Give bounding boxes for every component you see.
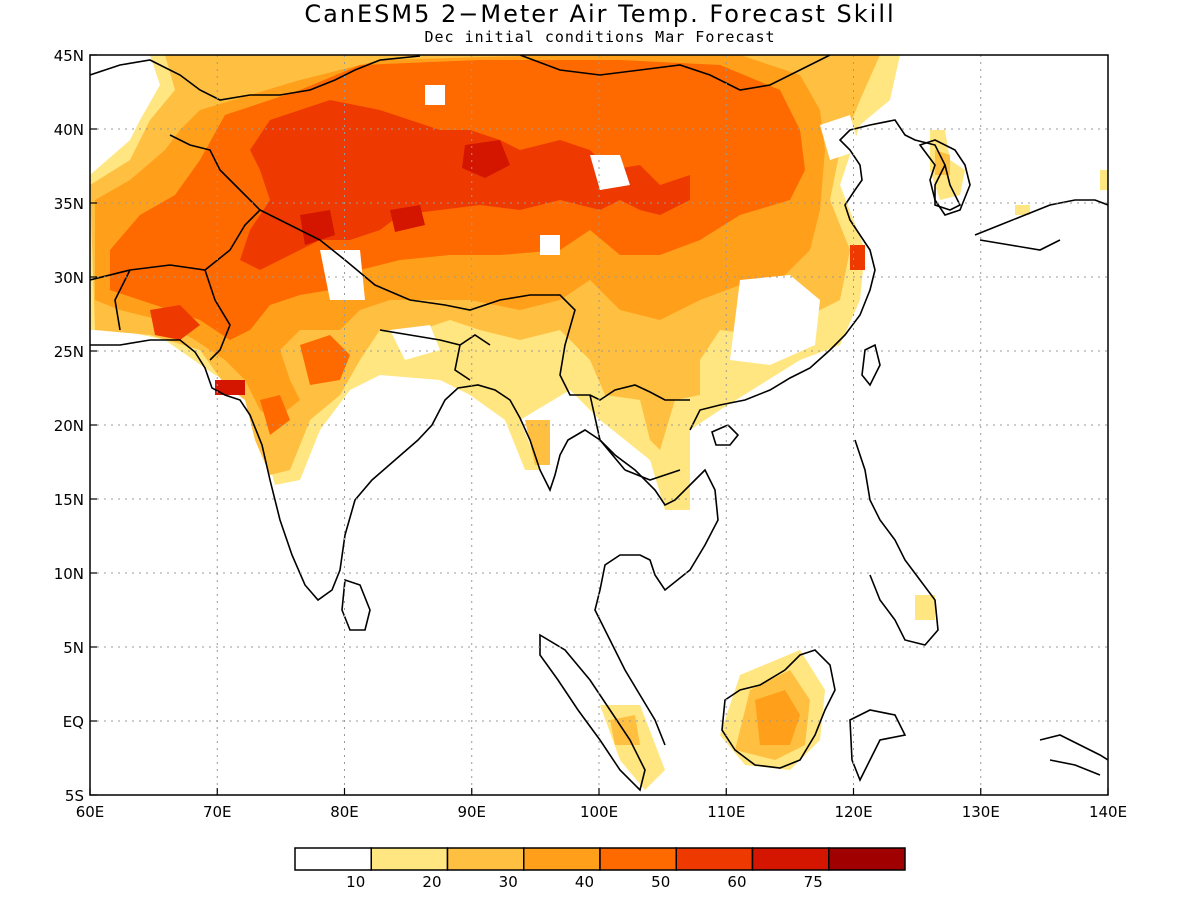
border-line bbox=[90, 55, 831, 101]
coastline-china bbox=[689, 119, 962, 431]
colorbar-swatch bbox=[294, 847, 372, 871]
lon-tick-label: 110E bbox=[707, 803, 745, 821]
skill-gap bbox=[540, 235, 560, 255]
skill-field-level6 bbox=[300, 210, 335, 245]
coastline-new-guinea bbox=[1039, 734, 1108, 776]
colorbar-swatch bbox=[675, 847, 754, 871]
chart-subtitle: Dec initial conditions Mar Forecast bbox=[424, 28, 776, 46]
coastline-korea bbox=[918, 139, 971, 216]
lon-tick-label: 100E bbox=[580, 803, 618, 821]
skill-shading bbox=[90, 55, 1108, 790]
lat-tick-label: 20N bbox=[54, 417, 84, 435]
colorbar-swatch bbox=[599, 847, 677, 871]
skill-gap bbox=[320, 250, 365, 300]
lon-tick-label: 130E bbox=[962, 803, 1000, 821]
coastline-borneo bbox=[721, 649, 836, 769]
graticule bbox=[90, 55, 1108, 795]
border-line bbox=[90, 134, 690, 481]
lon-tick-label: 90E bbox=[457, 803, 486, 821]
chart-title: CanESM5 2−Meter Air Temp. Forecast Skill bbox=[304, 0, 896, 28]
skill-field-level5 bbox=[240, 100, 690, 270]
colorbar-label: 10 bbox=[346, 873, 365, 891]
skill-field-level6 bbox=[215, 380, 245, 395]
coastlines bbox=[90, 55, 1108, 792]
colorbar-swatch bbox=[446, 847, 525, 871]
skill-field-low bbox=[915, 595, 935, 620]
skill-field-level4 bbox=[300, 335, 350, 385]
skill-gap bbox=[730, 275, 820, 365]
skill-field-level3 bbox=[755, 690, 800, 745]
lat-tick-label: 35N bbox=[54, 195, 84, 213]
skill-field-low bbox=[1015, 205, 1030, 215]
lat-tick-label: 40N bbox=[54, 121, 84, 139]
colorbar-label: 40 bbox=[575, 873, 594, 891]
colorbar-swatch bbox=[828, 847, 906, 871]
lat-tick-label: 30N bbox=[54, 269, 84, 287]
coastline-philippines bbox=[854, 439, 939, 646]
skill-gap bbox=[820, 115, 860, 160]
lat-tick-label: 45N bbox=[54, 47, 84, 65]
lon-tick-label: 120E bbox=[834, 803, 872, 821]
border-line bbox=[379, 329, 491, 381]
coastline-sumatra bbox=[539, 633, 646, 792]
lon-tick-label: 140E bbox=[1089, 803, 1127, 821]
coastline-sri-lanka bbox=[341, 578, 371, 631]
colorbar-label: 20 bbox=[422, 873, 441, 891]
skill-gap bbox=[425, 85, 445, 105]
colorbar: 10 20 30 40 50 60 75 bbox=[294, 847, 906, 891]
colorbar-swatch bbox=[370, 847, 449, 871]
coastline-japan bbox=[974, 199, 1108, 251]
skill-field-level4 bbox=[260, 395, 290, 435]
skill-field-level2 bbox=[525, 420, 550, 465]
lon-tick-label: 60E bbox=[76, 803, 105, 821]
colorbar-swatch bbox=[523, 847, 601, 871]
lon-tick-label: 80E bbox=[330, 803, 359, 821]
colorbar-label: 60 bbox=[727, 873, 746, 891]
lat-tick-label: 15N bbox=[54, 491, 84, 509]
coastline-sulawesi bbox=[849, 709, 907, 782]
colorbar-label: 75 bbox=[804, 873, 823, 891]
lat-tick-label: 25N bbox=[54, 343, 84, 361]
lat-tick-label: 5N bbox=[63, 639, 84, 657]
colorbar-label: 30 bbox=[499, 873, 518, 891]
lat-tick-label: 10N bbox=[54, 565, 84, 583]
colorbar-swatch bbox=[751, 847, 830, 871]
lat-tick-label: EQ bbox=[63, 713, 84, 731]
coastline-hainan bbox=[711, 424, 740, 446]
coastline-south-asia bbox=[90, 339, 719, 746]
lat-tick-label: 5S bbox=[65, 787, 84, 805]
skill-field-level6 bbox=[390, 205, 425, 232]
skill-field-level5 bbox=[850, 245, 865, 270]
skill-field-low bbox=[1100, 170, 1108, 190]
skill-field-level6 bbox=[462, 140, 510, 178]
coastline-taiwan bbox=[861, 343, 881, 387]
colorbar-label: 50 bbox=[651, 873, 670, 891]
skill-field-level5 bbox=[150, 305, 200, 340]
skill-field-level2 bbox=[610, 715, 640, 745]
axis-ticks: 60E 70E 80E 90E 100E 110E 120E 130E 140E 5S EQ 5N 10… bbox=[54, 47, 1127, 821]
skill-gap bbox=[590, 155, 630, 190]
lon-tick-label: 70E bbox=[203, 803, 232, 821]
